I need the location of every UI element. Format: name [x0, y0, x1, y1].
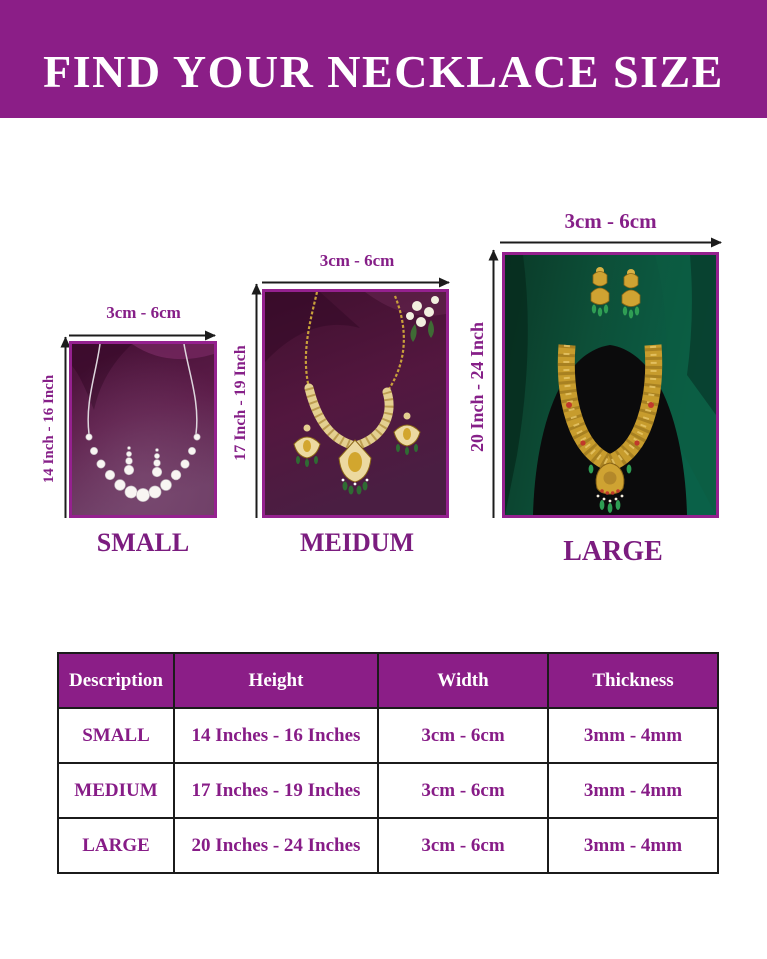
cell-medium-thickness: 3mm - 4mm — [547, 762, 719, 819]
medium-width-arrow-icon — [262, 277, 450, 288]
small-size-caption: SMALL — [96, 528, 190, 557]
cell-small-description: SMALL — [57, 707, 175, 764]
table-row-medium: MEDIUM 17 Inches - 19 Inches 3cm - 6cm 3… — [57, 762, 719, 819]
coral-accents — [566, 402, 654, 446]
gold-temple-necklace-on-bust-image — [505, 255, 716, 515]
medium-height-range-label: 17 Inch - 19 Inch — [232, 345, 249, 461]
medium-size-caption: MEIDUM — [299, 528, 415, 557]
table-row-small: SMALL 14 Inches - 16 Inches 3cm - 6cm 3m… — [57, 707, 719, 764]
table-row-large: LARGE 20 Inches - 24 Inches 3cm - 6cm 3m… — [57, 817, 719, 874]
medium-necklace-photo — [262, 289, 449, 518]
earring-right — [393, 412, 421, 455]
cell-large-description: LARGE — [57, 817, 175, 874]
temple-pendant — [595, 462, 625, 513]
small-height-arrow-icon — [60, 336, 71, 518]
medium-width-range-label: 3cm - 6cm — [319, 251, 395, 270]
large-width-arrow-icon — [500, 237, 722, 248]
earring-pair — [590, 267, 641, 319]
header-width: Width — [377, 652, 549, 709]
pendant — [338, 439, 372, 495]
gold-pendant-necklace-set-image — [265, 292, 446, 515]
cell-small-thickness: 3mm - 4mm — [547, 707, 719, 764]
table-header-row: Description Height Width Thickness — [57, 652, 719, 709]
earring-left — [293, 424, 321, 467]
header-height: Height — [173, 652, 379, 709]
large-height-range-label: 20 Inch - 24 Inch — [467, 321, 487, 453]
small-necklace-photo — [69, 341, 217, 518]
cell-medium-height: 17 Inches - 19 Inches — [173, 762, 379, 819]
flower-decoration — [406, 296, 439, 342]
large-height-arrow-icon — [488, 249, 499, 518]
small-width-range-label: 3cm - 6cm — [106, 303, 181, 322]
header-banner: FIND YOUR NECKLACE SIZE — [0, 0, 767, 118]
cell-large-thickness: 3mm - 4mm — [547, 817, 719, 874]
small-width-arrow-icon — [69, 330, 216, 341]
medium-height-arrow-icon — [251, 283, 262, 518]
cell-large-width: 3cm - 6cm — [377, 817, 549, 874]
cell-small-height: 14 Inches - 16 Inches — [173, 707, 379, 764]
header-thickness: Thickness — [547, 652, 719, 709]
large-width-range-label: 3cm - 6cm — [564, 209, 657, 233]
small-height-range-label: 14 Inch - 16 Inch — [41, 374, 57, 484]
size-table: Description Height Width Thickness SMALL… — [57, 652, 719, 874]
header-description: Description — [57, 652, 175, 709]
cell-large-height: 20 Inches - 24 Inches — [173, 817, 379, 874]
silver-necklace-set-image — [72, 344, 214, 515]
cell-small-width: 3cm - 6cm — [377, 707, 549, 764]
cell-medium-width: 3cm - 6cm — [377, 762, 549, 819]
large-necklace-photo — [502, 252, 719, 518]
cell-medium-description: MEDIUM — [57, 762, 175, 819]
large-size-caption: LARGE — [563, 536, 663, 567]
page-title: FIND YOUR NECKLACE SIZE — [43, 45, 724, 97]
